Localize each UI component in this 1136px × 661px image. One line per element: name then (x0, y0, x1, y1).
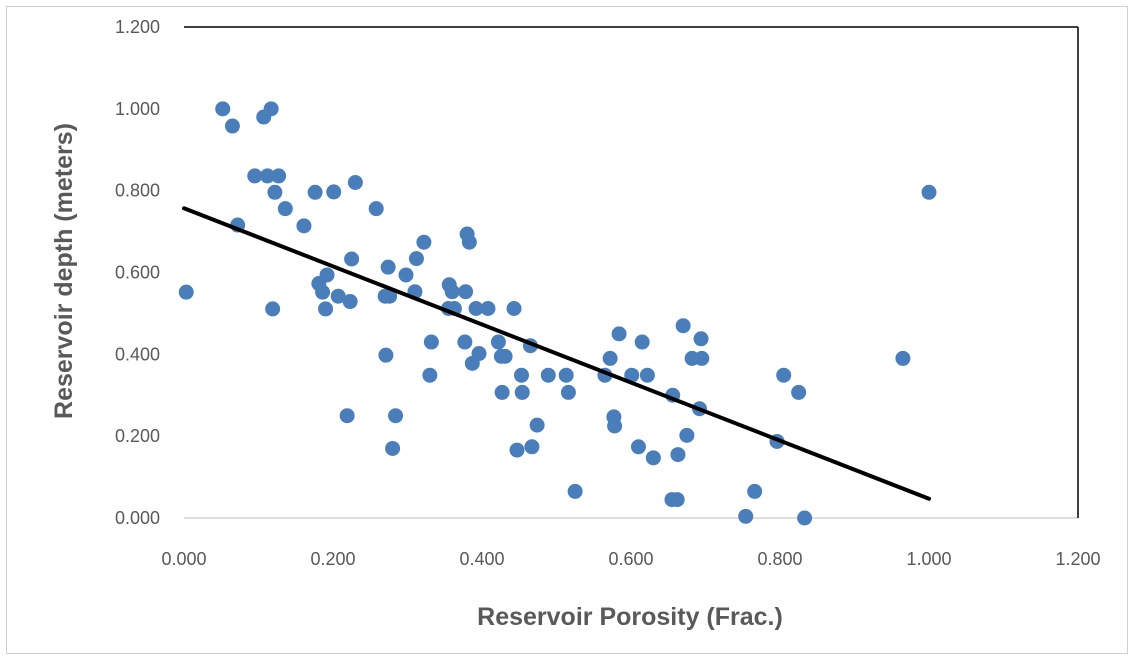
data-point (277, 201, 293, 217)
data-point (611, 326, 627, 342)
data-point (347, 174, 363, 190)
data-point (422, 367, 438, 383)
data-point (247, 168, 263, 184)
data-point (471, 346, 487, 362)
data-point (921, 184, 937, 200)
data-point (791, 384, 807, 400)
data-point (339, 408, 355, 424)
data-point (567, 483, 583, 499)
data-point (368, 201, 384, 217)
x-tick-label: 0.600 (608, 549, 653, 569)
data-point (480, 301, 496, 317)
data-point (634, 334, 650, 350)
data-point (263, 101, 279, 117)
data-point (738, 508, 754, 524)
data-point (296, 218, 312, 234)
data-point (416, 234, 432, 250)
data-point (330, 288, 346, 304)
data-point (693, 331, 709, 347)
data-point (408, 251, 424, 267)
data-point (319, 267, 335, 283)
y-axis-title: Reservoir depth (meters) (50, 123, 78, 419)
data-point (624, 367, 640, 383)
data-point (423, 334, 439, 350)
data-point (675, 318, 691, 334)
plot-area (184, 26, 1079, 519)
data-point (444, 284, 460, 300)
data-point (509, 442, 525, 458)
trendline (182, 206, 931, 501)
data-point (529, 417, 545, 433)
data-point (670, 447, 686, 463)
y-tick-label: 1.200 (115, 17, 160, 37)
data-point (224, 118, 240, 134)
data-point (679, 427, 695, 443)
data-point (506, 301, 522, 317)
data-point (457, 334, 473, 350)
data-point (265, 301, 281, 317)
data-point (497, 348, 513, 364)
data-point (271, 168, 287, 184)
data-point (776, 367, 792, 383)
data-point (315, 284, 331, 300)
data-point (307, 184, 323, 200)
x-axis-ticks: 0.000 0.200 0.400 0.600 0.800 1.000 1.200 (161, 549, 1100, 569)
data-point (468, 301, 484, 317)
y-tick-label: 0.600 (115, 263, 160, 283)
x-tick-label: 1.000 (906, 549, 951, 569)
data-point (490, 334, 506, 350)
data-point (694, 350, 710, 366)
y-axis-ticks: 0.000 0.200 0.400 0.600 0.800 1.000 1.200 (115, 17, 160, 528)
y-tick-label: 0.200 (115, 426, 160, 446)
data-point (380, 259, 396, 275)
data-point (645, 450, 661, 466)
data-point (560, 384, 576, 400)
data-point (639, 367, 655, 383)
data-point (388, 408, 404, 424)
x-tick-label: 0.400 (459, 549, 504, 569)
data-point (178, 284, 194, 300)
data-point (326, 184, 342, 200)
data-point (513, 367, 529, 383)
data-point (344, 251, 360, 267)
y-tick-label: 1.000 (115, 99, 160, 119)
data-points (178, 101, 937, 526)
data-point (259, 168, 275, 184)
data-point (607, 418, 623, 434)
data-point (318, 301, 334, 317)
data-point (602, 350, 618, 366)
data-point (494, 384, 510, 400)
data-point (630, 439, 646, 455)
data-point (342, 294, 358, 310)
data-point (669, 492, 685, 508)
data-point (540, 367, 556, 383)
data-point (524, 439, 540, 455)
data-point (461, 234, 477, 250)
x-tick-label: 0.000 (161, 549, 206, 569)
x-tick-label: 0.800 (757, 549, 802, 569)
x-tick-label: 1.200 (1055, 549, 1100, 569)
y-tick-label: 0.800 (115, 181, 160, 201)
data-point (398, 267, 414, 283)
data-point (385, 440, 401, 456)
data-point (558, 367, 574, 383)
data-point (797, 510, 813, 526)
data-point (382, 288, 398, 304)
data-point (458, 284, 474, 300)
x-tick-label: 0.200 (310, 549, 355, 569)
chart-frame (6, 6, 1128, 654)
x-axis-title: Reservoir Porosity (Frac.) (477, 603, 783, 631)
y-tick-label: 0.000 (115, 508, 160, 528)
data-point (267, 184, 283, 200)
data-point (747, 483, 763, 499)
data-point (895, 350, 911, 366)
data-point (215, 101, 231, 117)
data-point (514, 384, 530, 400)
data-point (378, 347, 394, 363)
y-tick-label: 0.400 (115, 344, 160, 364)
